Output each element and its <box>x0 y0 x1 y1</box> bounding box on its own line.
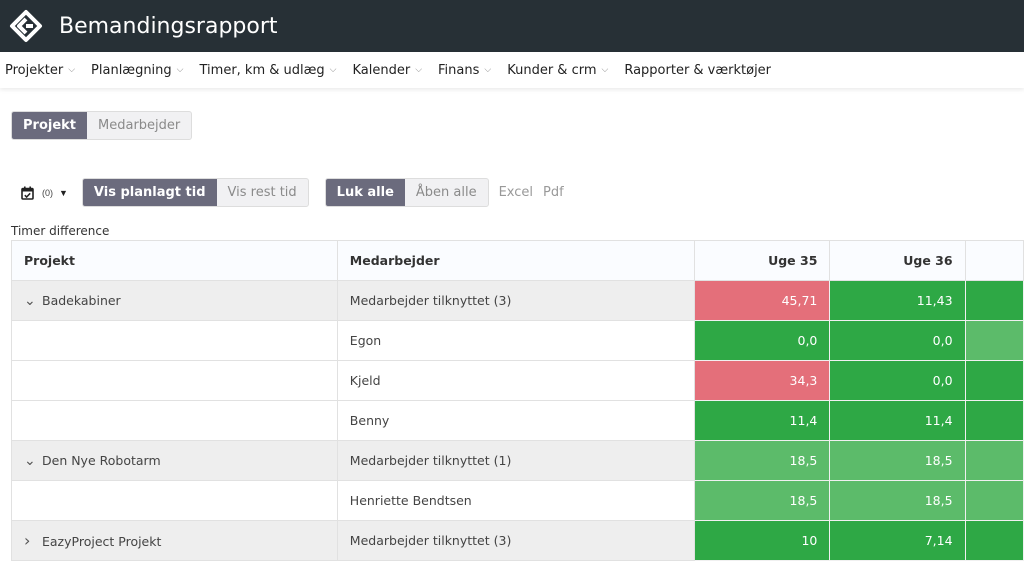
week-hours-cell: 18,5 <box>694 480 831 521</box>
project-cell[interactable]: › EazyProject Projekt <box>11 520 338 561</box>
nav-timer[interactable]: Timer, km & udlæg ⌵ <box>200 63 337 78</box>
project-group-row[interactable]: › EazyProject Projekt Medarbejder tilknytt… <box>11 520 1024 561</box>
employee-cell: Henriette Bendtsen <box>336 480 696 521</box>
nav-kunder[interactable]: Kunder & crm ⌵ <box>507 63 608 78</box>
project-cell <box>11 320 338 361</box>
employee-cell: Benny <box>336 400 696 441</box>
main-content: Projekt Medarbejder (0) ▼ Vis planlagt t… <box>0 88 1024 572</box>
excel-export-link[interactable]: Excel <box>498 185 534 200</box>
week-hours-cell: 7,14 <box>829 520 966 561</box>
employee-cell: Egon <box>336 320 696 361</box>
chevron-down-icon: ⌵ <box>484 65 492 75</box>
project-cell <box>11 360 338 401</box>
toggle-vis-planlagt[interactable]: Vis planlagt tid <box>82 179 217 206</box>
nav-label: Planlægning <box>91 62 172 78</box>
nav-planlaegning[interactable]: Planlægning ⌵ <box>91 63 183 78</box>
project-cell <box>11 480 338 521</box>
employee-row: Benny 11,4 11,4 <box>11 400 1024 441</box>
week-hours-cell: 45,71 <box>694 280 831 321</box>
employee-cell: Medarbejder tilknyttet (1) <box>336 440 696 481</box>
chevron-right-icon[interactable]: › <box>24 531 31 550</box>
project-cell[interactable]: ⌄ Badekabiner <box>11 280 338 321</box>
app-header: Bemandingsrapport <box>0 0 1024 52</box>
project-name: Den Nye Robotarm <box>42 452 161 468</box>
expand-toggle: Luk alle Åben alle <box>324 178 489 207</box>
week-hours-cell: 10 <box>694 520 831 561</box>
expand-all-button[interactable]: Åben alle <box>415 185 477 200</box>
nav-rapporter[interactable]: Rapporter & værktøjer <box>624 63 771 78</box>
chevron-down-icon[interactable]: ⌄ <box>24 452 36 469</box>
week-hours-cell-partial <box>964 400 1024 441</box>
week-hours-cell: 11,43 <box>829 280 966 321</box>
toggle-medarbejder[interactable]: Medarbejder <box>98 118 181 133</box>
week-hours-cell: 0,0 <box>694 320 831 361</box>
nav-label: Timer, km & udlæg <box>199 62 325 78</box>
main-nav: Projekter ⌵ Planlægning ⌵ Timer, km & udlæ… <box>0 52 1024 88</box>
col-header-week[interactable]: Uge 36 <box>829 240 966 281</box>
eazyproject-logo-icon[interactable] <box>8 8 44 44</box>
week-hours-cell: 11,4 <box>829 400 966 441</box>
caret-down-icon: ▼ <box>59 187 68 198</box>
week-hours-cell-partial <box>964 320 1024 361</box>
week-hours-cell: 11,4 <box>694 400 831 441</box>
employee-row: Kjeld 34,3 0,0 <box>11 360 1024 401</box>
nav-label: Projekter <box>5 62 64 78</box>
table-caption: Timer difference <box>11 224 110 238</box>
col-header-week-partial <box>964 240 1024 281</box>
toggle-projekt[interactable]: Projekt <box>12 112 88 139</box>
nav-finans[interactable]: Finans ⌵ <box>438 63 491 78</box>
nav-projekter[interactable]: Projekter ⌵ <box>5 63 75 78</box>
project-cell <box>11 400 338 441</box>
project-name: Badekabiner <box>42 292 121 308</box>
week-hours-cell-partial <box>964 360 1024 401</box>
project-name: EazyProject Projekt <box>42 534 162 549</box>
nav-kalender[interactable]: Kalender ⌵ <box>352 63 422 78</box>
chevron-down-icon[interactable]: ⌄ <box>24 292 36 309</box>
calendar-check-icon <box>21 186 34 200</box>
employee-cell: Kjeld <box>336 360 696 401</box>
plan-toggle: Vis planlagt tid Vis rest tid <box>81 178 309 207</box>
employee-row: Egon 0,0 0,0 <box>11 320 1024 361</box>
employee-row: Henriette Bendtsen 18,5 18,5 <box>11 480 1024 521</box>
app-title: Bemandingsrapport <box>59 13 278 39</box>
employee-cell: Medarbejder tilknyttet (3) <box>336 520 696 561</box>
week-hours-cell-partial <box>964 280 1024 321</box>
nav-label: Rapporter & værktøjer <box>624 62 772 78</box>
report-toolbar: (0) ▼ Vis planlagt tid Vis rest tid Luk … <box>11 178 564 207</box>
week-hours-cell: 18,5 <box>829 440 966 481</box>
chevron-down-icon: ⌵ <box>329 65 337 75</box>
chevron-down-icon: ⌵ <box>176 65 184 75</box>
staffing-table: Projekt Medarbejder Uge 35 Uge 36 ⌄ Badek… <box>11 240 1024 561</box>
col-header-week[interactable]: Uge 35 <box>694 240 831 281</box>
chevron-down-icon: ⌵ <box>415 65 423 75</box>
chevron-down-icon: ⌵ <box>601 65 609 75</box>
project-group-row[interactable]: ⌄ Badekabiner Medarbejder tilknyttet (3) 45… <box>11 280 1024 321</box>
week-hours-cell-partial <box>964 440 1024 481</box>
nav-label: Kunder & crm <box>507 62 597 78</box>
nav-label: Kalender <box>352 62 411 78</box>
week-hours-cell: 34,3 <box>694 360 831 401</box>
table-header-row: Projekt Medarbejder Uge 35 Uge 36 <box>11 240 1024 281</box>
project-cell[interactable]: ⌄ Den Nye Robotarm <box>11 440 338 481</box>
project-group-row[interactable]: ⌄ Den Nye Robotarm Medarbejder tilknyttet … <box>11 440 1024 481</box>
employee-cell: Medarbejder tilknyttet (3) <box>336 280 696 321</box>
collapse-all-button[interactable]: Luk alle <box>325 179 405 206</box>
nav-label: Finans <box>438 62 480 78</box>
col-header-medarbejder[interactable]: Medarbejder <box>336 240 696 281</box>
week-hours-cell-partial <box>964 520 1024 561</box>
pdf-export-link[interactable]: Pdf <box>543 185 564 200</box>
week-hours-cell: 18,5 <box>694 440 831 481</box>
week-hours-cell-partial <box>964 480 1024 521</box>
week-hours-cell: 18,5 <box>829 480 966 521</box>
view-toggle: Projekt Medarbejder <box>11 111 193 140</box>
calendar-filter-button[interactable]: (0) ▼ <box>21 186 68 200</box>
week-hours-cell: 0,0 <box>829 320 966 361</box>
toggle-vis-rest[interactable]: Vis rest tid <box>227 185 297 200</box>
week-hours-cell: 0,0 <box>829 360 966 401</box>
col-header-projekt[interactable]: Projekt <box>11 240 338 281</box>
chevron-down-icon: ⌵ <box>68 65 76 75</box>
calendar-count: (0) <box>42 187 53 198</box>
